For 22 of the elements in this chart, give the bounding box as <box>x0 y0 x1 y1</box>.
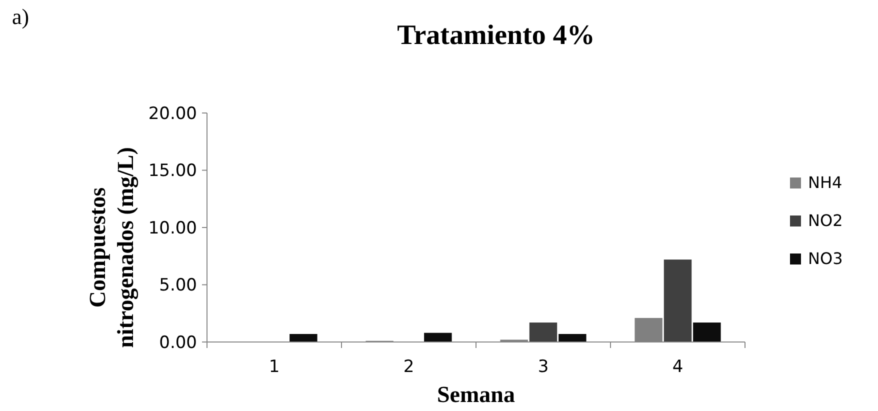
x-tick-label: 4 <box>672 357 684 377</box>
bar <box>290 334 318 342</box>
bar <box>424 332 452 342</box>
y-tick-label: 5.00 <box>159 276 197 296</box>
chart-title: Tratamiento 4% <box>397 20 595 51</box>
legend-label: NO2 <box>808 211 843 230</box>
text: a) <box>12 4 30 29</box>
y-tick-label: 15.00 <box>148 161 197 182</box>
bar <box>693 322 721 342</box>
y-axis-title: Compuestos nitrogenados (mg/L) <box>85 147 139 348</box>
bar <box>529 322 558 342</box>
bar <box>558 334 586 342</box>
x-tick-label: 1 <box>268 357 280 377</box>
legend-label: NO3 <box>808 249 843 268</box>
x-tick-label: 2 <box>403 357 414 377</box>
x-tick-label: 3 <box>538 357 549 377</box>
bar <box>664 260 692 342</box>
y-tick-label: 10.00 <box>148 218 197 238</box>
x-axis-title: Semana <box>437 382 516 407</box>
y-tick-label: 20.00 <box>148 104 197 124</box>
legend-label: NH4 <box>808 173 842 192</box>
y-tick-label: 0.00 <box>159 332 197 353</box>
